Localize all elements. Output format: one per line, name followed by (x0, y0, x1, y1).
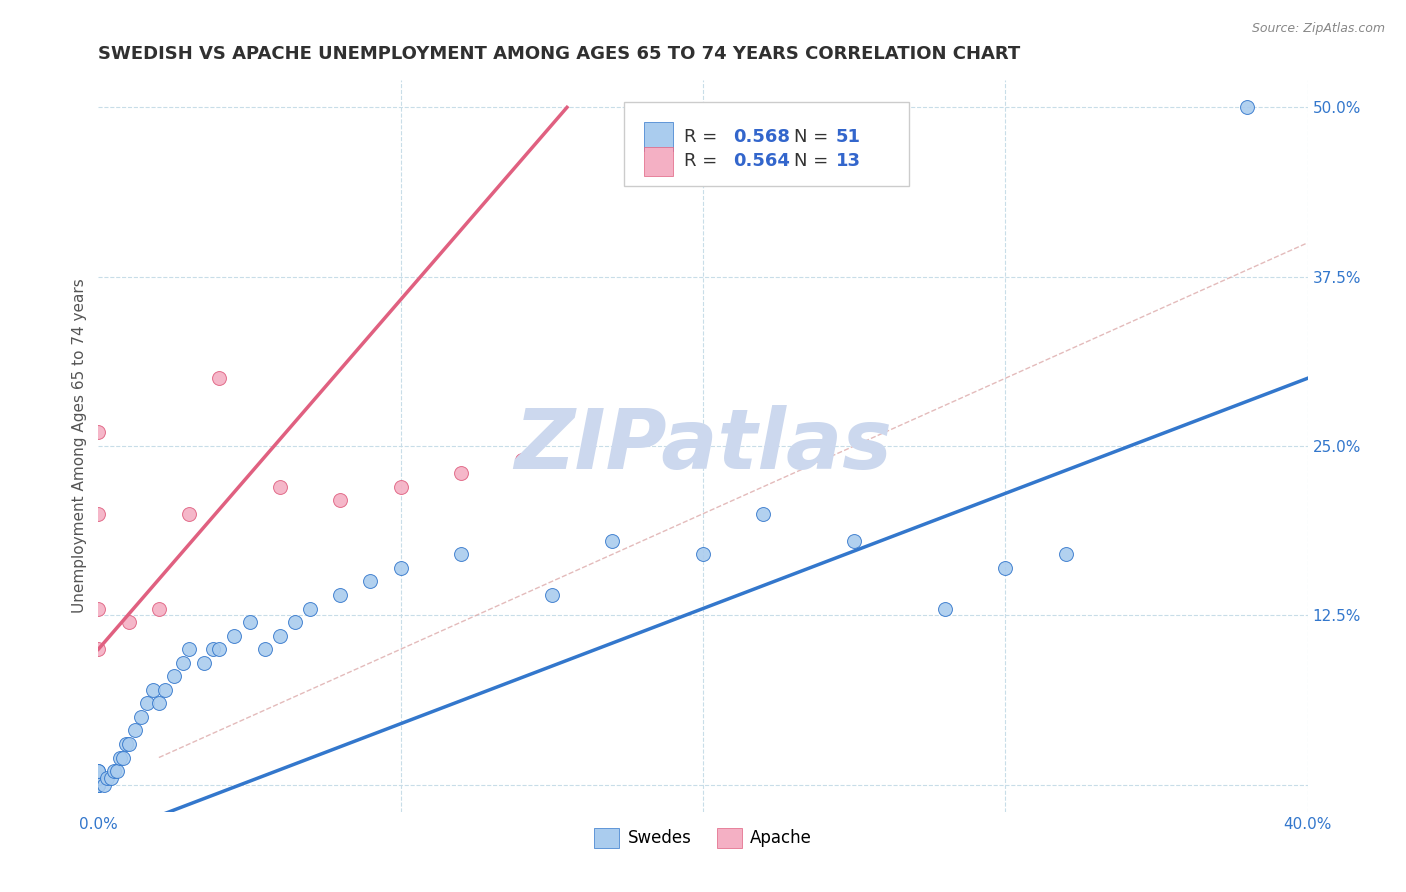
Text: R =: R = (683, 128, 723, 145)
Point (269, 629, 291, 643)
Point (1054, 547, 1077, 561)
Point (208, 642, 231, 657)
Point (360, 574, 382, 589)
Point (87, 642, 110, 657)
Text: R =: R = (683, 153, 723, 170)
Point (172, 656, 194, 670)
Point (108, 750, 131, 764)
Point (118, 615, 141, 629)
Point (87, 778, 110, 792)
Text: Source: ZipAtlas.com: Source: ZipAtlas.com (1251, 22, 1385, 36)
Point (510, 452, 533, 467)
Text: ZIPatlas: ZIPatlas (515, 406, 891, 486)
Point (329, 588, 352, 602)
Point (153, 682, 176, 697)
Point (87, 778, 110, 792)
Point (87, 778, 110, 792)
Point (994, 561, 1017, 575)
Point (844, 533, 866, 548)
Point (124, 723, 146, 738)
Point (193, 656, 215, 670)
Point (87, 425, 110, 440)
Point (135, 697, 157, 711)
Point (202, 642, 225, 657)
Point (450, 466, 472, 480)
Point (114, 737, 136, 751)
Point (87, 601, 110, 615)
Point (100, 771, 122, 785)
Point (111, 750, 134, 764)
Point (299, 601, 322, 615)
Point (148, 601, 170, 615)
FancyBboxPatch shape (624, 103, 908, 186)
Point (389, 561, 412, 575)
Point (329, 493, 352, 508)
Point (87, 507, 110, 521)
Point (129, 710, 152, 724)
Point (450, 547, 472, 561)
Point (103, 764, 125, 778)
Point (87, 771, 110, 785)
Point (105, 764, 128, 778)
Point (1236, 100, 1258, 114)
Text: 13: 13 (837, 153, 860, 170)
Point (179, 507, 201, 521)
Point (540, 588, 562, 602)
Point (253, 642, 276, 657)
Point (389, 480, 412, 494)
Point (87, 778, 110, 792)
Point (87, 778, 110, 792)
Point (87, 771, 110, 785)
Point (602, 533, 624, 548)
Point (142, 682, 165, 697)
Point (934, 601, 956, 615)
Point (87, 764, 110, 778)
Point (284, 615, 307, 629)
Point (239, 615, 262, 629)
FancyBboxPatch shape (644, 146, 673, 176)
Point (118, 737, 141, 751)
Text: N =: N = (793, 128, 834, 145)
Point (96, 771, 118, 785)
Text: N =: N = (793, 153, 834, 170)
Point (752, 507, 775, 521)
Point (179, 642, 201, 657)
Point (148, 697, 170, 711)
Point (208, 371, 231, 385)
Text: 0.568: 0.568 (734, 128, 790, 145)
Point (87, 778, 110, 792)
Text: SWEDISH VS APACHE UNEMPLOYMENT AMONG AGES 65 TO 74 YEARS CORRELATION CHART: SWEDISH VS APACHE UNEMPLOYMENT AMONG AGE… (98, 45, 1021, 63)
Text: 51: 51 (837, 128, 860, 145)
FancyBboxPatch shape (644, 122, 673, 152)
Point (692, 547, 714, 561)
Point (163, 669, 186, 683)
Point (224, 629, 246, 643)
Text: 0.564: 0.564 (734, 153, 790, 170)
Point (93, 778, 115, 792)
Y-axis label: Unemployment Among Ages 65 to 74 years: Unemployment Among Ages 65 to 74 years (72, 278, 87, 614)
Legend: Swedes, Apache: Swedes, Apache (588, 821, 818, 855)
Point (269, 480, 291, 494)
Point (87, 764, 110, 778)
